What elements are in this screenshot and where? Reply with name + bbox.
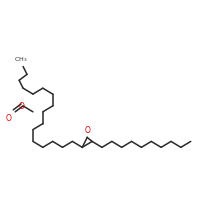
Text: O: O xyxy=(5,114,11,123)
Text: O: O xyxy=(18,102,24,111)
Text: O: O xyxy=(84,126,90,135)
Text: CH$_3$: CH$_3$ xyxy=(14,56,28,64)
